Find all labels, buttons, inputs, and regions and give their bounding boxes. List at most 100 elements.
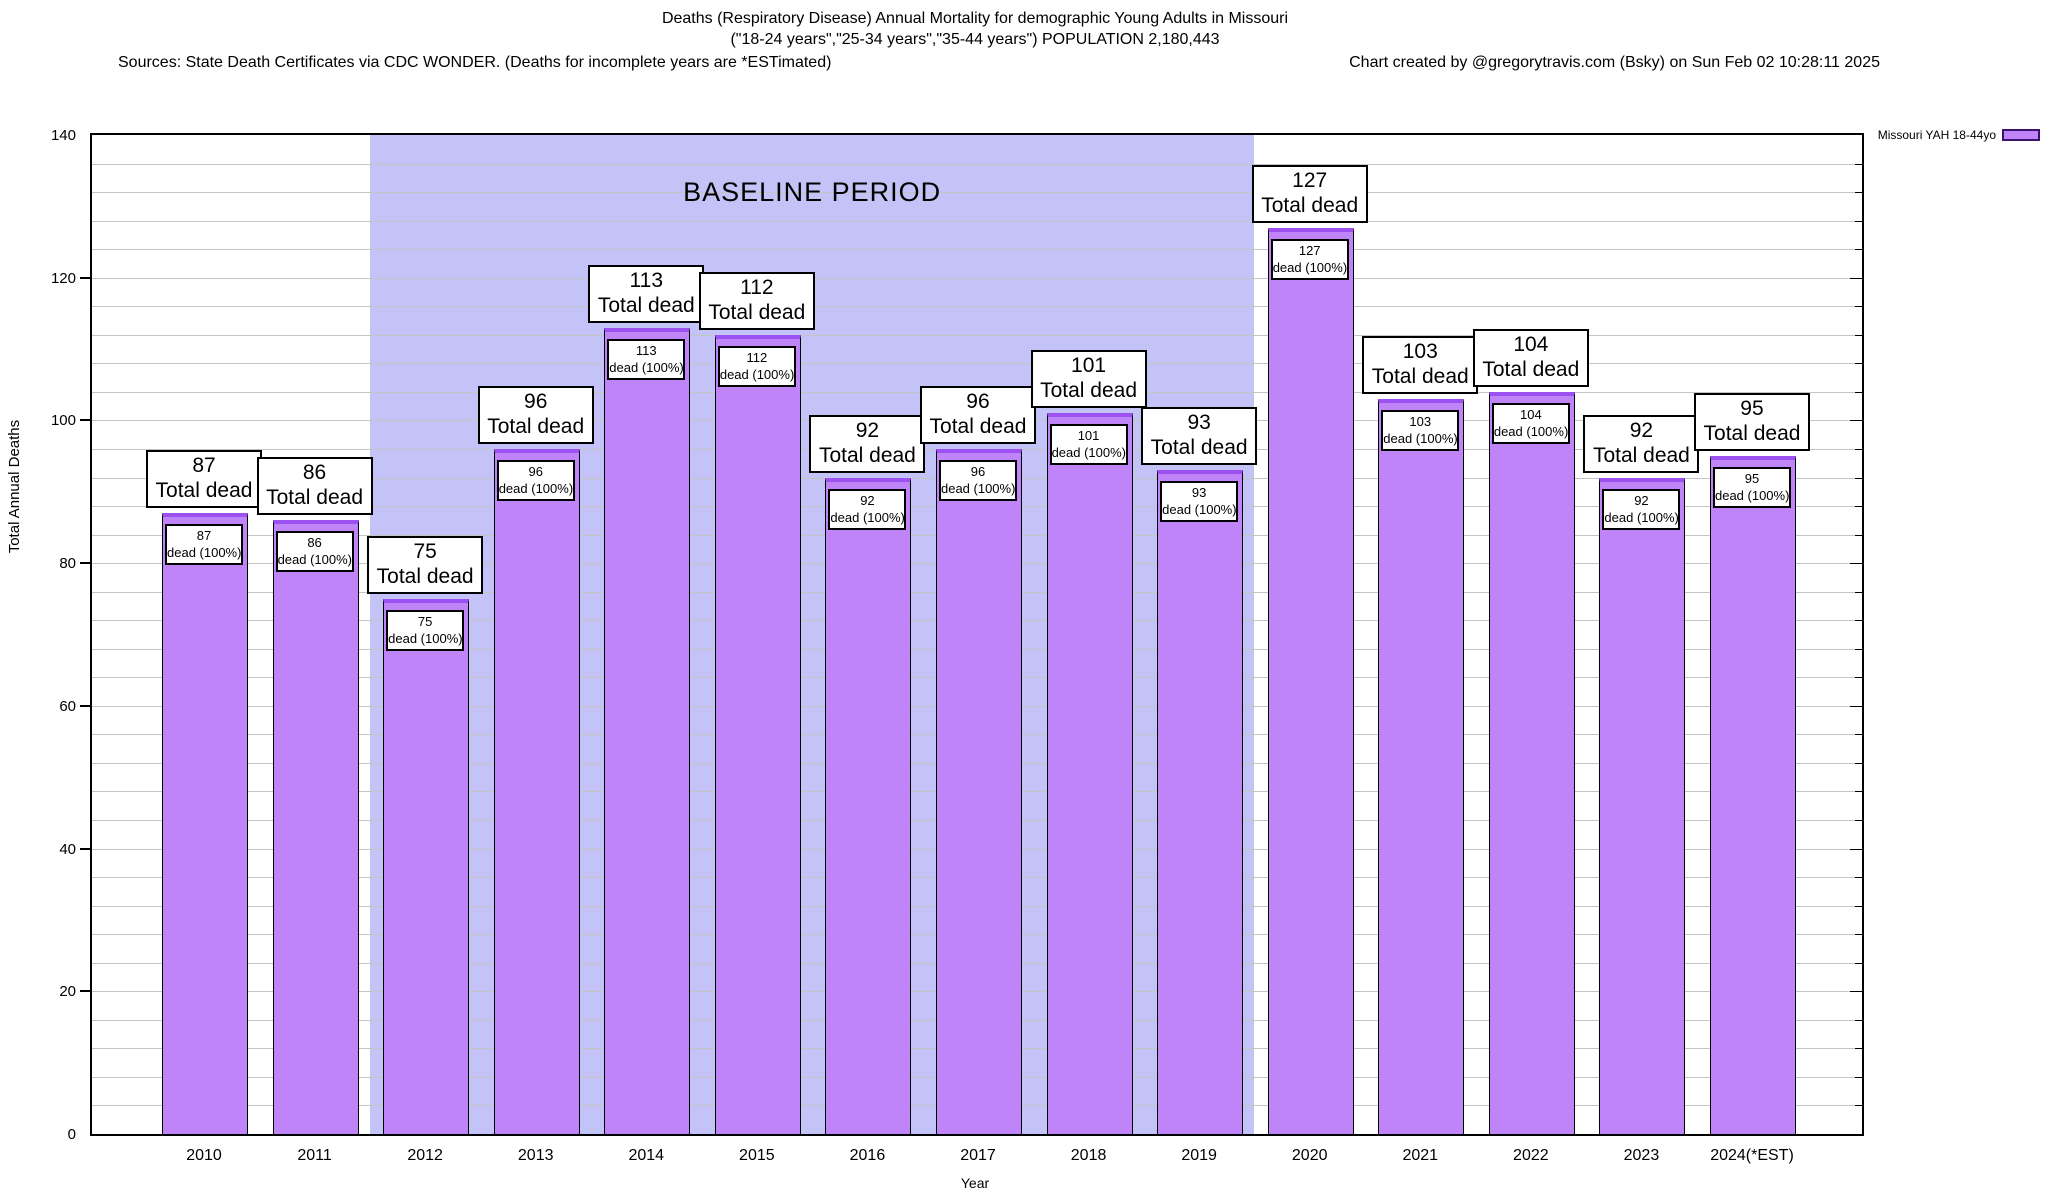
gridline [92, 192, 1862, 194]
y-tick-mark-right [1850, 848, 1862, 850]
x-tick-label: 2014 [628, 1147, 665, 1164]
y-tick-mark-right [1855, 677, 1862, 679]
y-tick-mark-right [1855, 620, 1862, 622]
y-tick-mark-right [1855, 220, 1862, 222]
y-tick-mark-right [1855, 1105, 1862, 1107]
y-tick-label: 80 [59, 555, 76, 573]
y-tick-mark-right [1855, 648, 1862, 650]
source-row: Sources: State Death Certificates via CD… [118, 54, 1880, 72]
bar-inner-label: 95 dead (100%) [1712, 467, 1791, 509]
x-tick-label: 2018 [1070, 1147, 1107, 1164]
bar-inner-label: 104 dead (100%) [1491, 402, 1570, 444]
y-tick-mark-right [1855, 391, 1862, 393]
y-tick-mark-left [80, 562, 90, 565]
chart-subtitle: ("18-24 years","25-34 years","35-44 year… [730, 31, 1220, 48]
x-tick-label: 2016 [849, 1147, 886, 1164]
y-tick-mark-right [1850, 563, 1862, 565]
gridline [92, 363, 1862, 365]
bar-total-label: 96 Total dead [919, 385, 1036, 444]
bar-total-label: 104 Total dead [1472, 328, 1589, 387]
y-tick-mark-left [80, 990, 90, 993]
gridline [92, 334, 1862, 336]
plot-area: BASELINE PERIOD 0 20 40 60 80 100 120 140 87 dead … [51, 127, 1864, 1164]
bar-2022 [1488, 391, 1575, 1134]
bar-total-label: 92 Total dead [1583, 414, 1700, 473]
y-tick-mark-right [1855, 762, 1862, 764]
bar-2014 [604, 327, 691, 1134]
credit-note: Chart created by @gregorytravis.com (Bsk… [1349, 54, 1880, 71]
y-tick-mark-right [1855, 249, 1862, 251]
bar-inner-label: 92 dead (100%) [1602, 488, 1681, 530]
y-tick-mark-right [1855, 962, 1862, 964]
x-tick-label: 2023 [1623, 1147, 1660, 1164]
x-tick-label: 2010 [186, 1147, 222, 1164]
chart-header: Deaths (Respiratory Disease) Annual Mort… [90, 8, 1860, 50]
bar-inner-label: 92 dead (100%) [828, 488, 907, 530]
bar-total-label: 93 Total dead [1141, 407, 1258, 466]
bar-total-label: 75 Total dead [367, 535, 484, 594]
y-tick-mark-right [1850, 277, 1862, 279]
gridline [92, 249, 1862, 251]
y-tick-mark-right [1855, 934, 1862, 936]
baseline-period-label: BASELINE PERIOD [683, 177, 942, 207]
y-tick-mark-right [1850, 420, 1862, 422]
y-tick-mark-right [1855, 363, 1862, 365]
y-tick-label: 140 [50, 127, 76, 144]
y-tick-mark-left [80, 276, 90, 279]
bar-2012 [383, 598, 470, 1134]
y-tick-label: 20 [59, 983, 76, 1001]
bar-inner-label: 127 dead (100%) [1270, 238, 1349, 280]
x-tick-label: 2012 [407, 1147, 443, 1164]
x-tick-label: 2011 [297, 1147, 332, 1164]
gridline [92, 163, 1862, 165]
bar-inner-label: 96 dead (100%) [938, 459, 1017, 501]
bar-total-label: 112 Total dead [698, 271, 815, 330]
y-tick-mark-right [1850, 991, 1862, 993]
bar-inner-label: 112 dead (100%) [717, 345, 796, 387]
bar-2016 [825, 477, 912, 1134]
y-tick-mark-right [1855, 820, 1862, 822]
bar-total-label: 127 Total dead [1251, 164, 1368, 223]
bar-2024(*EST) [1709, 456, 1796, 1134]
x-tick-label: 2024(*EST) [1710, 1147, 1794, 1164]
bar-2010 [162, 513, 248, 1134]
bar-inner-label: 101 dead (100%) [1049, 424, 1128, 466]
y-tick-mark-right [1855, 1048, 1862, 1050]
y-tick-mark-right [1855, 1076, 1862, 1078]
legend: Missouri YAH 18-44yo [1878, 128, 2040, 142]
sources-note: Sources: State Death Certificates via CD… [118, 54, 832, 71]
bar-2018 [1046, 413, 1133, 1134]
bar-inner-label: 113 dead (100%) [607, 338, 686, 380]
bar-inner-label: 87 dead (100%) [165, 524, 243, 566]
bar-2021 [1378, 399, 1465, 1134]
bar-total-label: 103 Total dead [1362, 336, 1479, 395]
y-tick-mark-right [1855, 163, 1862, 165]
bar-total-label: 87 Total dead [146, 450, 262, 509]
y-tick-mark-right [1855, 905, 1862, 907]
y-tick-mark-left [80, 419, 90, 422]
bar-2015 [714, 334, 801, 1134]
y-tick-mark-right [1855, 306, 1862, 308]
legend-label: Missouri YAH 18-44yo [1877, 128, 1996, 142]
gridline [92, 220, 1862, 222]
y-tick-mark-right [1855, 1019, 1862, 1021]
x-tick-label: 2019 [1181, 1147, 1217, 1164]
gridline [92, 306, 1862, 308]
x-tick-label: 2013 [517, 1147, 554, 1164]
bar-inner-label: 103 dead (100%) [1381, 410, 1460, 452]
bar-total-label: 113 Total dead [588, 264, 705, 323]
bar-total-label: 95 Total dead [1693, 393, 1810, 452]
y-axis-title: Total Annual Deaths [6, 419, 23, 554]
x-tick-label: 2017 [960, 1147, 996, 1164]
bar-total-label: 101 Total dead [1030, 350, 1147, 409]
bar-2023 [1599, 477, 1686, 1134]
chart-title: Deaths (Respiratory Disease) Annual Mort… [661, 10, 1289, 27]
y-tick-label: 100 [50, 412, 76, 430]
bar-2011 [272, 520, 359, 1134]
y-tick-mark-right [1855, 877, 1862, 879]
x-tick-label: 2015 [739, 1147, 775, 1164]
gridline [92, 277, 1862, 279]
bar-2020 [1267, 227, 1354, 1134]
bar-total-label: 86 Total dead [256, 457, 373, 516]
y-tick-mark-left [80, 704, 90, 707]
